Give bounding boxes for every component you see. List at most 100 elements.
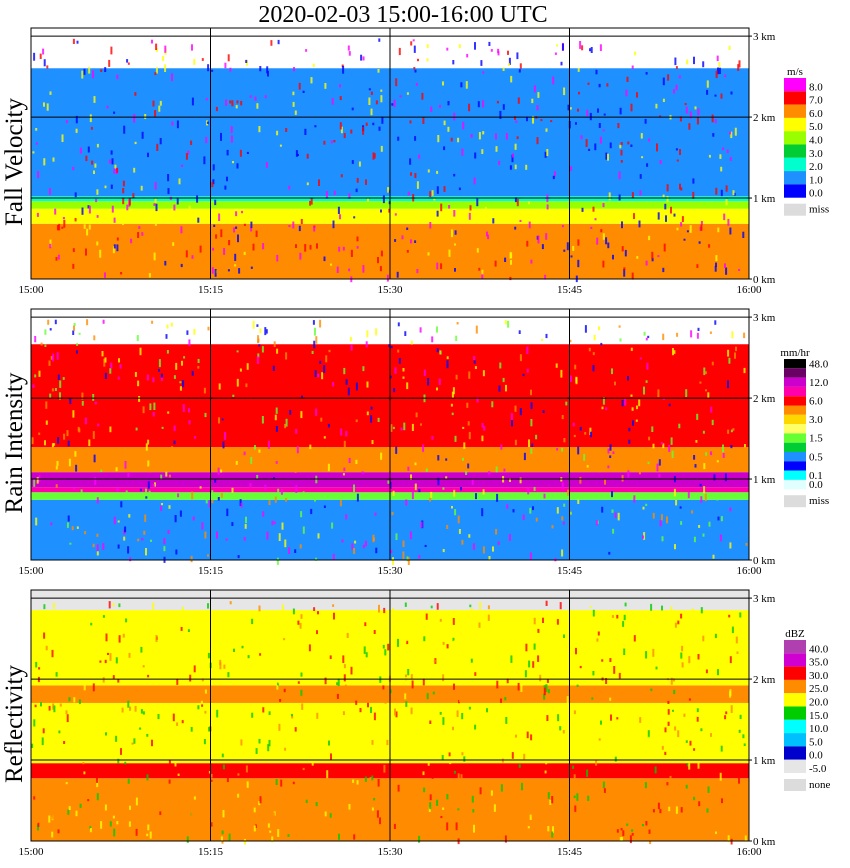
x-tick-label: 16:00 bbox=[736, 846, 762, 858]
data-speckle bbox=[470, 134, 473, 138]
data-speckle bbox=[218, 213, 221, 221]
reflectivity-x-ticks: 15:00 15:15 15:30 15:45 16:00 bbox=[18, 846, 762, 858]
data-speckle bbox=[133, 738, 136, 744]
data-speckle bbox=[219, 662, 222, 670]
data-speckles bbox=[32, 38, 745, 283]
data-speckle bbox=[360, 54, 363, 61]
data-speckle bbox=[475, 493, 477, 500]
data-speckle bbox=[138, 396, 141, 402]
data-speckle bbox=[32, 384, 35, 388]
data-speckle bbox=[697, 327, 700, 331]
data-speckle bbox=[700, 607, 703, 614]
data-speckle bbox=[275, 407, 278, 414]
data-speckle bbox=[143, 793, 146, 799]
data-speckle bbox=[430, 491, 433, 498]
data-speckle bbox=[324, 83, 327, 89]
data-speckle bbox=[447, 126, 450, 132]
data-speckle bbox=[297, 681, 300, 684]
data-speckle bbox=[240, 503, 243, 508]
data-speckle bbox=[299, 252, 302, 260]
data-speckle bbox=[392, 490, 395, 496]
data-speckle bbox=[631, 192, 634, 198]
data-speckle bbox=[51, 814, 54, 820]
data-speckle bbox=[482, 370, 485, 377]
data-speckle bbox=[569, 339, 572, 343]
data-speckle bbox=[272, 812, 275, 817]
data-speckle bbox=[488, 471, 491, 475]
data-speckle bbox=[430, 605, 433, 609]
data-speckle bbox=[82, 762, 85, 765]
data-speckle bbox=[514, 197, 517, 203]
data-speckle bbox=[618, 672, 621, 679]
data-speckle bbox=[493, 804, 496, 812]
data-speckle bbox=[97, 423, 100, 427]
data-speckle bbox=[533, 617, 536, 625]
legend-swatch bbox=[784, 131, 806, 145]
data-speckle bbox=[488, 41, 491, 46]
data-speckle bbox=[368, 97, 371, 105]
data-speckle bbox=[73, 487, 75, 490]
data-speckle bbox=[623, 267, 626, 271]
data-speckle bbox=[323, 436, 326, 439]
data-speckle bbox=[621, 221, 623, 229]
data-speckle bbox=[208, 771, 211, 774]
data-speckle bbox=[504, 320, 507, 325]
data-speckle bbox=[567, 779, 570, 788]
data-speckle bbox=[546, 149, 549, 156]
data-speckle bbox=[601, 506, 604, 513]
data-speckle bbox=[165, 334, 168, 339]
data-speckle bbox=[648, 829, 651, 834]
data-speckle bbox=[569, 512, 572, 515]
data-speckle bbox=[68, 458, 71, 467]
data-speckle bbox=[693, 455, 696, 460]
data-speckle bbox=[84, 417, 87, 425]
data-speckle bbox=[684, 103, 687, 106]
data-speckle bbox=[227, 672, 230, 678]
data-speckle bbox=[40, 342, 43, 346]
data-speckle bbox=[707, 392, 710, 399]
data-speckle bbox=[292, 221, 295, 229]
data-speckle bbox=[671, 450, 674, 459]
data-speckle bbox=[384, 649, 387, 656]
data-speckle bbox=[116, 698, 118, 702]
data-speckle bbox=[284, 709, 287, 714]
data-speckle bbox=[375, 328, 378, 336]
data-speckle bbox=[201, 58, 204, 61]
data-speckle bbox=[325, 191, 328, 199]
data-speckle bbox=[603, 741, 606, 745]
data-speckle bbox=[573, 615, 576, 623]
data-speckle bbox=[407, 557, 410, 565]
data-speckle bbox=[657, 255, 660, 258]
data-speckle bbox=[208, 500, 211, 508]
data-speckle bbox=[105, 732, 107, 736]
data-speckle bbox=[179, 386, 182, 391]
data-speckle bbox=[276, 130, 279, 136]
data-speckle bbox=[528, 201, 530, 205]
data-speckle bbox=[590, 47, 593, 53]
data-speckle bbox=[587, 795, 590, 802]
data-speckle bbox=[512, 153, 514, 158]
data-speckle bbox=[80, 489, 83, 494]
data-speckle bbox=[288, 185, 291, 190]
legend-swatch bbox=[784, 693, 806, 707]
data-speckle bbox=[533, 643, 536, 650]
data-speckle bbox=[142, 711, 145, 715]
data-speckle bbox=[618, 171, 621, 180]
data-speckle bbox=[102, 543, 105, 550]
data-speckle bbox=[537, 735, 540, 741]
data-speckle bbox=[272, 365, 275, 371]
data-speckle bbox=[234, 253, 237, 261]
data-speckle bbox=[458, 686, 461, 694]
data-speckle bbox=[614, 512, 617, 518]
data-speckle bbox=[163, 546, 166, 552]
data-speckle bbox=[446, 525, 449, 529]
legend-swatch bbox=[784, 368, 806, 378]
data-speckle bbox=[94, 163, 97, 168]
data-speckle bbox=[461, 713, 464, 720]
data-speckle bbox=[57, 374, 60, 380]
data-speckle bbox=[199, 828, 202, 832]
data-speckle bbox=[156, 143, 159, 151]
data-speckle bbox=[619, 837, 622, 842]
data-speckle bbox=[141, 232, 144, 236]
data-speckle bbox=[302, 767, 305, 771]
